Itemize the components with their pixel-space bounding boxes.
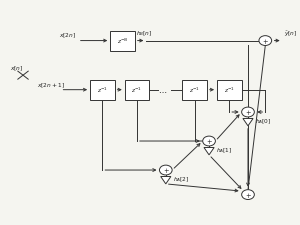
Text: $z^{-1}$: $z^{-1}$ xyxy=(224,86,235,95)
Text: +: + xyxy=(245,192,251,198)
Text: +: + xyxy=(206,138,212,144)
Text: $\bar{y}[n]$: $\bar{y}[n]$ xyxy=(284,30,298,39)
Polygon shape xyxy=(204,148,214,155)
Bar xyxy=(217,80,242,100)
Polygon shape xyxy=(243,119,253,126)
Circle shape xyxy=(242,190,254,200)
Circle shape xyxy=(242,108,254,117)
Circle shape xyxy=(159,165,172,175)
Bar xyxy=(110,31,135,51)
Text: $h_A[2]$: $h_A[2]$ xyxy=(173,175,190,184)
Circle shape xyxy=(203,137,215,146)
Text: +: + xyxy=(245,110,251,115)
Text: $h_A[0]$: $h_A[0]$ xyxy=(255,117,272,126)
Text: $z^{-N}$: $z^{-N}$ xyxy=(117,37,128,46)
Text: $z^{-1}$: $z^{-1}$ xyxy=(189,86,200,95)
Text: +: + xyxy=(163,167,169,173)
Text: $\cdots$: $\cdots$ xyxy=(158,86,168,95)
Text: +: + xyxy=(262,38,268,44)
Text: $h_B[n]$: $h_B[n]$ xyxy=(136,29,153,38)
Polygon shape xyxy=(161,177,171,184)
Bar xyxy=(182,80,207,100)
Text: $z^{-1}$: $z^{-1}$ xyxy=(97,86,108,95)
Text: $z^{-1}$: $z^{-1}$ xyxy=(131,86,142,95)
Text: $h_A[1]$: $h_A[1]$ xyxy=(216,146,233,155)
Text: $x[n]$: $x[n]$ xyxy=(10,64,23,72)
Circle shape xyxy=(259,36,272,46)
Text: $x[2n]$: $x[2n]$ xyxy=(59,32,76,40)
Bar xyxy=(125,80,149,100)
Text: $x[2n+1]$: $x[2n+1]$ xyxy=(38,81,66,89)
Bar xyxy=(90,80,115,100)
